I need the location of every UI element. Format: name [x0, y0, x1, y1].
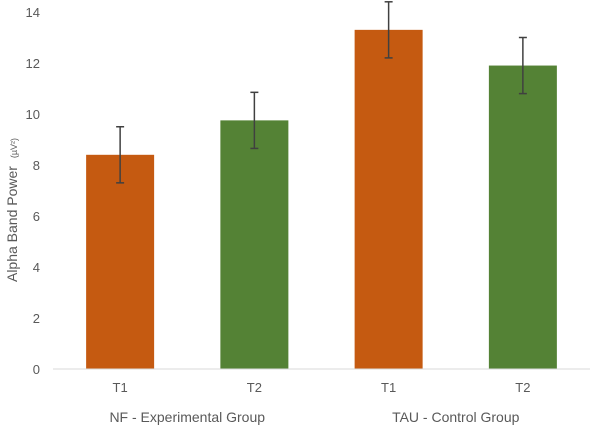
x-tick-label: T1	[381, 380, 396, 395]
svg-text:Alpha Band Power (µV²): Alpha Band Power (µV²)	[4, 138, 20, 282]
x-axis-group-labels: NF - Experimental Group TAU - Control Gro…	[109, 409, 519, 425]
bar	[354, 29, 423, 369]
group-label: TAU - Control Group	[392, 409, 520, 425]
bars	[86, 29, 557, 370]
error-bar	[116, 126, 125, 184]
y-tick-label: 6	[33, 209, 40, 224]
x-tick-label: T2	[515, 380, 530, 395]
y-tick-label: 2	[33, 311, 40, 326]
y-tick-label: 14	[26, 5, 40, 20]
error-bar	[518, 36, 527, 95]
group-label: NF - Experimental Group	[109, 409, 265, 425]
error-bar	[250, 91, 259, 150]
y-tick-label: 8	[33, 158, 40, 173]
bar	[220, 120, 289, 369]
x-tick-label: T2	[247, 380, 262, 395]
y-axis-label-text: Alpha Band Power	[4, 166, 20, 282]
error-bars	[116, 1, 527, 184]
y-tick-label: 10	[26, 107, 40, 122]
bar	[86, 154, 155, 369]
x-tick-label: T1	[113, 380, 128, 395]
y-axis-label: Alpha Band Power (µV²)	[4, 138, 20, 282]
y-tick-label: 12	[26, 56, 40, 71]
y-tick-label: 0	[33, 362, 40, 377]
error-bar	[384, 1, 393, 59]
y-axis-ticks: 0 2 4 6 8 10 12 14	[26, 5, 40, 377]
y-axis-label-unit: (µV²)	[9, 138, 19, 158]
bar	[488, 65, 557, 370]
y-tick-label: 4	[33, 260, 40, 275]
x-axis-tick-labels: T1 T2 T1 T2	[113, 380, 531, 395]
